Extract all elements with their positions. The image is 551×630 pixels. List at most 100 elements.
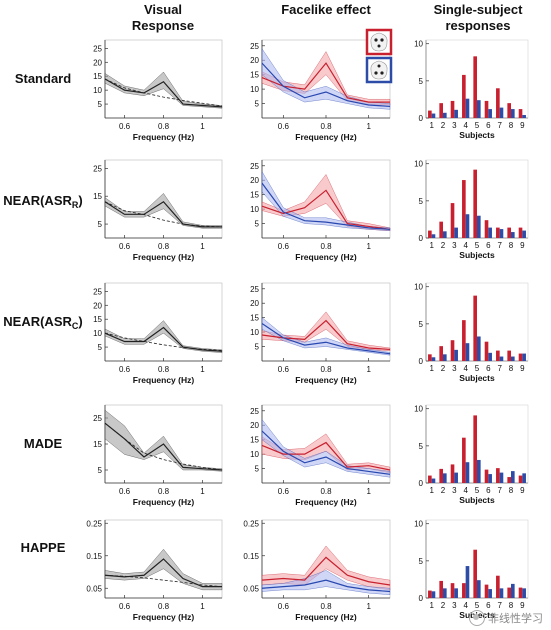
ci-band-mean (104, 71, 223, 109)
bar-upright (484, 341, 489, 361)
x-tick-label: 9 (520, 364, 525, 373)
series-line-mean (104, 558, 222, 588)
bar-inverted (431, 113, 436, 118)
x-tick-label: 9 (520, 241, 525, 250)
x-tick-label: 9 (520, 486, 525, 495)
y-tick-label: 25 (250, 162, 259, 171)
y-tick-label: 10 (414, 520, 423, 529)
series-line-mean (104, 201, 222, 228)
bar-upright (473, 549, 477, 598)
panel-facelike-row-2: 5 10 15 20 25 0.6 0.8 1 Frequency (Hz) (250, 282, 391, 385)
wechat-icon (469, 610, 485, 626)
bar-inverted (511, 471, 515, 483)
x-tick-label: 5 (475, 364, 480, 373)
x-axis-label: Frequency (Hz) (133, 132, 195, 142)
x-tick-label: 1 (200, 602, 205, 611)
series-line-inverted (261, 322, 391, 355)
ci-band-mean (104, 193, 223, 229)
bar-upright (484, 469, 489, 483)
y-tick-label: 10 (93, 86, 102, 95)
series-line-baseline (104, 332, 223, 351)
y-tick-label: 5 (255, 343, 260, 352)
x-tick-label: 0.6 (119, 365, 131, 374)
bar-inverted (522, 588, 526, 598)
x-axis-label: Subjects (459, 495, 495, 505)
ci-band-mean (104, 320, 223, 353)
y-tick-label: 15 (93, 440, 102, 449)
bar-inverted (477, 100, 481, 118)
y-tick-label: 10 (250, 85, 259, 94)
row-label: MADE (24, 436, 63, 451)
bar-inverted (499, 588, 504, 598)
y-tick-label: 10 (250, 205, 259, 214)
bar-inverted (499, 356, 504, 361)
y-tick-label: 5 (419, 320, 424, 329)
bar-inverted (522, 473, 526, 483)
row-label-subscript: R (72, 200, 79, 210)
bar-inverted (465, 566, 470, 598)
bar-upright (450, 464, 455, 483)
x-tick-label: 7 (497, 241, 502, 250)
bar-inverted (465, 343, 470, 361)
x-tick-label: 3 (452, 486, 457, 495)
row-label: HAPPE (21, 540, 66, 555)
y-tick-label: 10 (414, 283, 423, 292)
inverted-face-icon (365, 56, 393, 84)
x-tick-label: 1 (429, 364, 434, 373)
bar-upright (496, 227, 500, 238)
series-line-inverted (261, 62, 391, 108)
y-tick-label: 20 (250, 421, 259, 430)
bar-inverted (488, 474, 492, 483)
x-tick-label: 4 (463, 486, 468, 495)
x-tick-label: 5 (475, 601, 480, 610)
bar-inverted (477, 336, 481, 361)
bar-upright (462, 180, 466, 238)
bar-upright (518, 587, 523, 598)
x-tick-label: 6 (486, 601, 491, 610)
bar-upright (484, 584, 489, 598)
x-tick-label: 2 (441, 364, 446, 373)
x-axis-label: Frequency (Hz) (295, 612, 357, 622)
x-tick-label: 1 (366, 242, 371, 251)
x-axis-label: Frequency (Hz) (295, 132, 357, 142)
x-tick-label: 6 (486, 241, 491, 250)
bar-inverted (488, 352, 492, 361)
x-tick-label: 1 (366, 487, 371, 496)
face-mouth (377, 44, 381, 48)
y-tick-label: 0 (419, 234, 424, 243)
y-tick-label: 25 (250, 285, 259, 294)
bar-inverted (511, 583, 515, 598)
series-line-mean (104, 78, 223, 108)
x-tick-label: 7 (497, 364, 502, 373)
ci-band-inverted (261, 47, 391, 110)
bar-upright (518, 227, 523, 238)
panel-visual-row-1: 5 15 25 0.6 0.8 1 Frequency (Hz) (93, 159, 223, 262)
bar-inverted (522, 115, 526, 118)
bar-inverted (511, 109, 515, 118)
x-axis-label: Subjects (459, 373, 495, 383)
series-line-upright (261, 556, 391, 586)
y-tick-label: 15 (250, 314, 259, 323)
bar-inverted (477, 459, 481, 483)
column-title-visual: Visual (144, 2, 182, 17)
y-tick-label: 20 (93, 58, 102, 67)
bar-upright (484, 100, 489, 118)
x-axis-label: Frequency (Hz) (295, 497, 357, 507)
x-tick-label: 1 (429, 241, 434, 250)
y-tick-label: 0.05 (243, 584, 259, 593)
bar-inverted (522, 230, 526, 238)
x-tick-label: 9 (520, 601, 525, 610)
y-tick-label: 25 (250, 42, 259, 51)
x-tick-label: 1 (429, 486, 434, 495)
x-axis-label: Subjects (459, 130, 495, 140)
ci-band-mean (104, 409, 223, 472)
face-eye (374, 38, 378, 42)
bar-upright (450, 340, 455, 361)
x-tick-label: 1 (366, 122, 371, 131)
bar-upright (450, 583, 455, 598)
